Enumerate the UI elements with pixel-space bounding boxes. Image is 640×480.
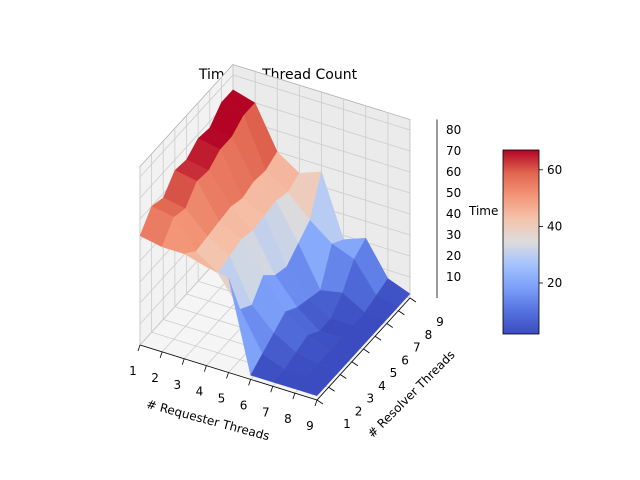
colorbar-gradient <box>502 149 540 335</box>
x-axis-label: # Requester Threads <box>145 397 271 443</box>
y-tick-label: 8 <box>425 328 433 342</box>
y-tick-mark <box>351 361 359 367</box>
x-tick-mark <box>314 399 318 407</box>
z-tick-label: 20 <box>446 249 461 263</box>
x-tick-mark <box>270 386 274 393</box>
y-axis-label: # Resolver Threads <box>365 348 458 441</box>
x-tick-label: 5 <box>218 392 226 406</box>
z-tick-label: 70 <box>446 144 461 158</box>
z-tick-label: 30 <box>446 228 461 242</box>
z-tick-label: 60 <box>446 165 461 179</box>
x-tick-label: 4 <box>196 385 204 399</box>
surface-facet <box>294 375 329 397</box>
colorbar-tick-label: 20 <box>547 276 562 290</box>
y-tick-mark <box>328 386 335 392</box>
y-tick-label: 9 <box>436 315 444 329</box>
y-tick-mark <box>374 335 382 341</box>
x-tick-mark <box>248 379 252 386</box>
x-tick-mark <box>181 358 185 365</box>
y-tick-label: 1 <box>343 417 351 431</box>
x-tick-mark <box>203 365 207 372</box>
colorbar-tick-label: 60 <box>547 163 562 177</box>
grid-line <box>139 74 411 178</box>
y-tick-mark <box>340 374 347 379</box>
x-tick-label: 6 <box>240 398 248 412</box>
z-tick-label: 10 <box>446 270 461 284</box>
colorbar: 20 40 60 <box>502 149 562 335</box>
y-tick-mark <box>386 323 393 328</box>
x-tick-label: 3 <box>173 378 181 392</box>
y-tick-mark <box>316 399 324 405</box>
y-tick-mark <box>363 348 370 354</box>
x-tick-label: 7 <box>262 405 270 419</box>
z-tick-label: 50 <box>446 186 461 200</box>
z-axis-label: Time <box>468 204 498 218</box>
x-tick-mark <box>159 351 163 359</box>
x-tick-label: 9 <box>306 419 314 433</box>
colorbar-tick-label: 40 <box>547 219 562 233</box>
y-tick-label: 5 <box>390 366 398 380</box>
x-tick-label: 8 <box>284 412 292 426</box>
y-tick-mark <box>398 310 405 316</box>
x-tick-mark <box>226 372 229 379</box>
y-tick-label: 3 <box>366 392 374 406</box>
x-tick-mark <box>137 344 141 352</box>
y-tick-label: 2 <box>355 404 363 418</box>
y-tick-label: 7 <box>413 341 421 355</box>
x-tick-mark <box>292 392 296 400</box>
x-tick-label: 1 <box>129 364 137 378</box>
z-tick-label: 40 <box>446 207 461 221</box>
y-tick-label: 6 <box>401 353 409 367</box>
z-tick-label: 80 <box>446 123 461 137</box>
surface-plot <box>139 89 411 397</box>
x-tick-label: 2 <box>151 371 159 385</box>
y-tick-mark <box>409 297 417 303</box>
y-tick-label: 4 <box>378 379 386 393</box>
